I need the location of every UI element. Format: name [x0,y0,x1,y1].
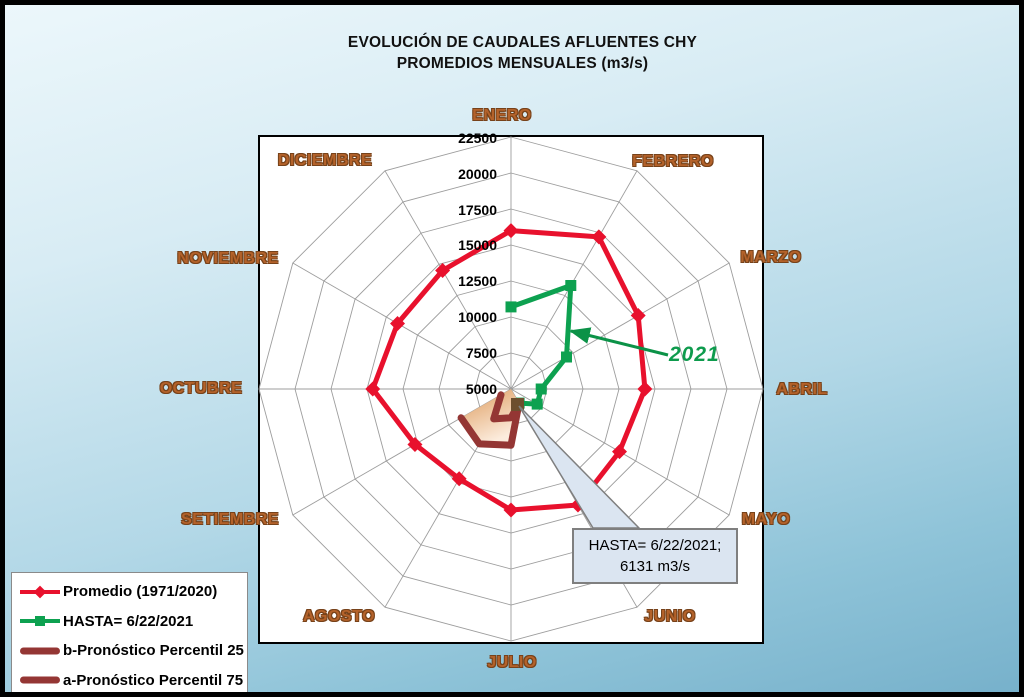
square-marker-icon [535,383,547,395]
radial-tick-10000: 10000 [458,309,497,325]
diamond-marker-icon [503,223,519,239]
series-promedio [365,223,653,518]
month-label-diciembre: DICIEMBRE [277,152,373,169]
series-pronostico [457,389,524,449]
radial-tick-17500: 17500 [458,202,497,218]
radar-plot [258,136,764,642]
legend: Promedio (1971/2020) HASTA= 6/22/2021 b-… [11,572,248,692]
square-marker-icon [561,351,572,363]
percentil75-line-swatch [20,673,60,687]
diamond-marker-icon [503,502,519,518]
month-label-febrero: FEBRERO [632,153,714,170]
annotation-arrow [568,327,669,357]
diamond-marker-icon [435,263,451,279]
pronostico-fill [461,389,520,446]
diamond-marker-icon [637,381,653,397]
promedio-line-swatch [20,585,60,599]
radial-tick-15000: 15000 [458,237,497,253]
diamond-marker-icon [365,381,381,397]
callout-line1: HASTA= 6/22/2021; [588,537,722,554]
legend-item-promedio: Promedio (1971/2020) [20,579,239,605]
series-hasta [505,280,577,410]
pronostico-percentil75-line [457,399,523,449]
annotation-2021: 2021 [669,343,720,366]
legend-label: a-Pronóstico Percentil 75 [63,671,244,689]
month-label-mayo: MAYO [741,511,791,528]
diamond-marker-icon [630,308,646,324]
square-marker-icon [531,398,543,410]
legend-label: Promedio (1971/2020) [63,583,218,601]
square-marker-icon [35,616,45,627]
month-label-enero: ENERO [472,107,532,124]
legend-item-hasta: HASTA= 6/22/2021 [20,608,239,634]
radial-tick-20000: 20000 [458,166,497,182]
month-label-agosto: AGOSTO [302,608,376,625]
month-label-junio: JUNIO [644,608,696,625]
radial-tick-7500: 7500 [465,345,497,361]
chart-title-line2: PROMEDIOS MENSUALES (m3/s) [396,55,649,72]
legend-item-percentil-25: b-Pronóstico Percentil 25 [20,638,244,664]
legend-item-percentil-75: a-Pronóstico Percentil 75 [20,667,243,692]
month-label-marzo: MARZO [740,249,802,266]
legend-label: HASTA= 6/22/2021 [63,612,194,630]
diamond-marker-icon [451,471,467,487]
month-label-noviembre: NOVIEMBRE [177,250,279,267]
square-marker-icon [505,301,517,313]
month-label-octubre: OCTUBRE [159,380,243,397]
hasta-line-swatch [20,614,60,628]
diamond-marker-icon [33,585,47,599]
month-label-julio: JULIO [487,654,537,671]
legend-label: b-Pronóstico Percentil 25 [63,642,244,660]
month-label-setiembre: SETIEMBRE [181,511,279,528]
radial-tick-12500: 12500 [458,273,497,289]
chart-title-line1: EVOLUCIÓN DE CAUDALES AFLUENTES CHY [347,34,698,51]
chart-title: EVOLUCIÓN DE CAUDALES AFLUENTES CHY PROM… [255,32,790,74]
callout-box: HASTA= 6/22/2021; 6131 m3/s [572,528,738,584]
diamond-marker-icon [591,229,607,245]
radial-tick-22500: 22500 [458,130,497,146]
radial-tick-5000: 5000 [465,381,497,397]
month-label-abril: ABRIL [776,381,828,398]
diamond-marker-icon [611,444,627,460]
diamond-marker-icon [407,436,423,452]
diamond-marker-icon [390,315,406,331]
percentil25-line-swatch [20,644,60,658]
callout-line2: 6131 m3/s [619,558,691,575]
square-marker-icon [565,280,577,291]
